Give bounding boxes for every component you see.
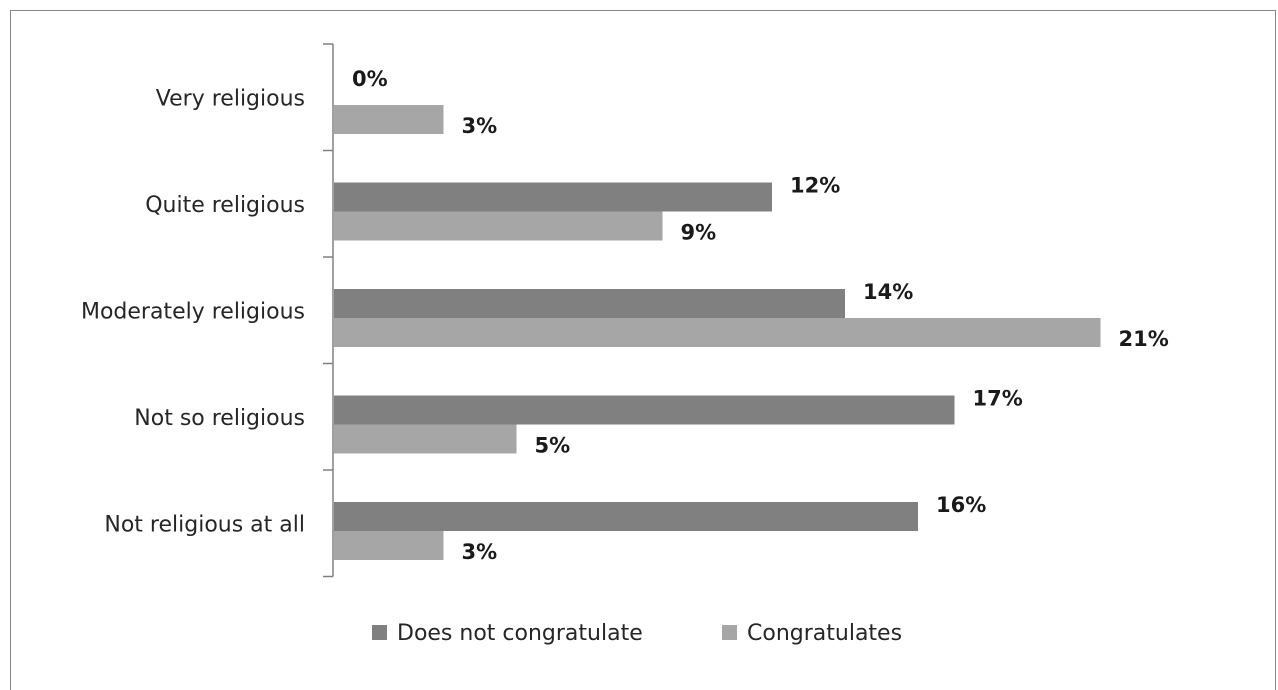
data-label: 5%: [535, 434, 571, 458]
data-label: 12%: [790, 174, 840, 198]
legend-swatch: [372, 625, 387, 640]
legend-label: Congratulates: [747, 621, 902, 646]
category-label: Not so religious: [134, 406, 305, 431]
data-label: 3%: [462, 540, 498, 564]
bar-does-not-congratulate: [334, 182, 772, 212]
bar-does-not-congratulate: [334, 502, 918, 531]
data-label: 21%: [1119, 327, 1169, 351]
bar-does-not-congratulate: [334, 289, 845, 318]
bar-congratulates: [334, 531, 444, 560]
category-label: Not religious at all: [104, 512, 305, 537]
data-label: 16%: [936, 493, 986, 517]
category-label: Very religious: [156, 86, 305, 111]
bar-congratulates: [334, 318, 1101, 347]
legend-swatch: [722, 625, 737, 640]
data-label: 0%: [352, 67, 388, 91]
bar-congratulates: [334, 424, 517, 454]
category-label: Moderately religious: [81, 299, 305, 324]
legend: Does not congratulate Congratulates: [372, 621, 902, 646]
plot-area: Very religious 0% 3% Quite religious 12% 9% Mo…: [81, 43, 1169, 578]
chart-frame: [10, 10, 1276, 690]
category-label: Quite religious: [145, 193, 305, 218]
bar-congratulates: [334, 211, 663, 241]
bar-does-not-congratulate: [334, 395, 955, 425]
legend-label: Does not congratulate: [397, 621, 643, 646]
data-label: 17%: [973, 387, 1023, 411]
bar-congratulates: [334, 105, 444, 134]
data-label: 14%: [863, 280, 913, 304]
data-label: 3%: [462, 114, 498, 138]
data-label: 9%: [681, 221, 717, 245]
